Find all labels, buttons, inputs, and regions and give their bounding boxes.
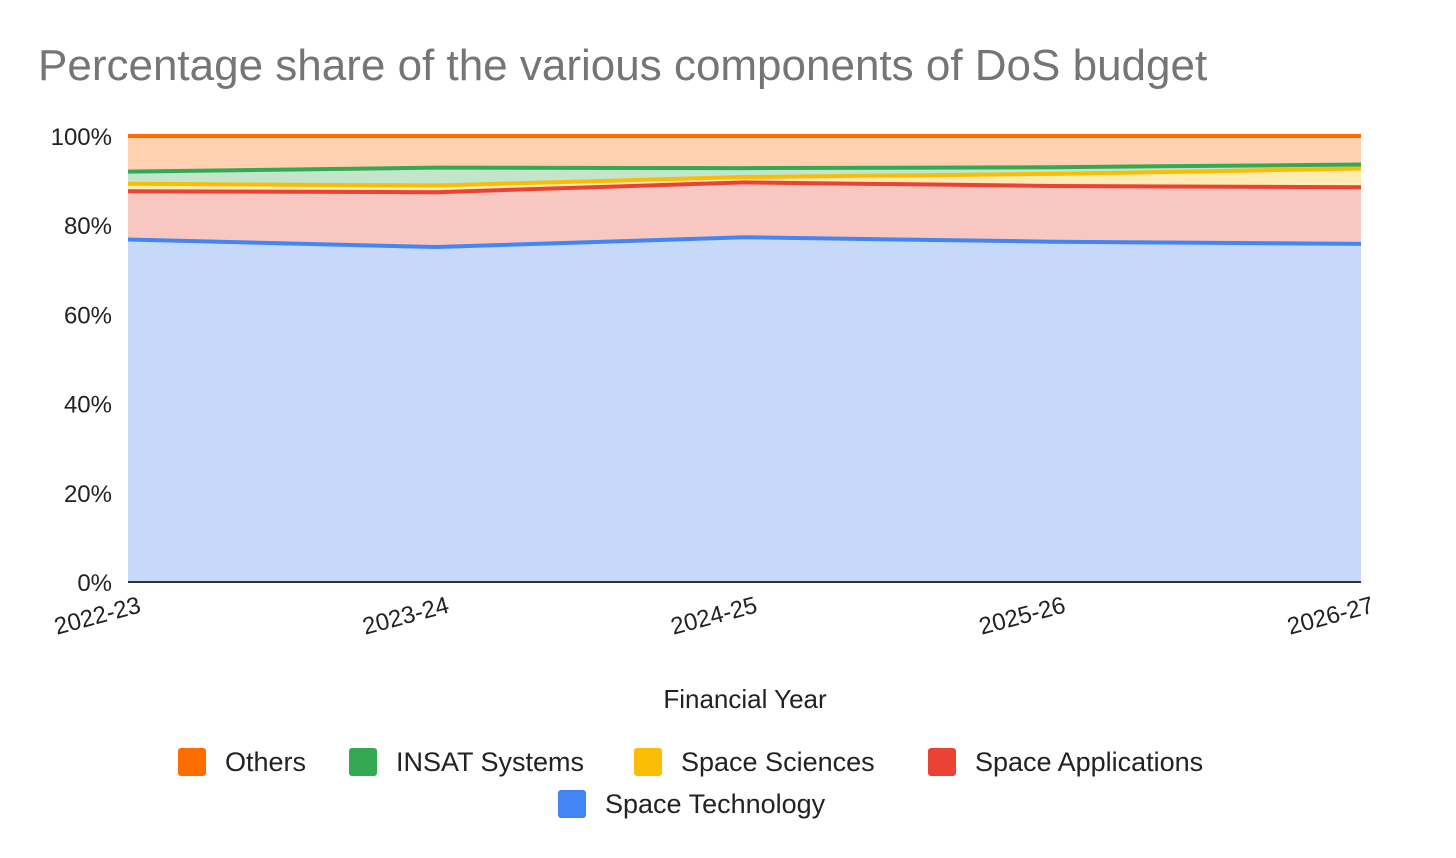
line-space-technology [127, 235, 1362, 250]
area-series [128, 136, 1361, 582]
y-tick-label: 20% [64, 481, 112, 508]
line-space-applications [127, 180, 1362, 195]
area-others [128, 136, 1361, 172]
area-insat-systems [128, 164, 1361, 186]
legend-label-others: Others [225, 747, 306, 777]
legend-label-space-applications: Space Applications [975, 747, 1203, 777]
area-space-applications [128, 182, 1361, 248]
x-axis-title: Financial Year [663, 684, 827, 714]
x-tick-label: 2022-23 [51, 592, 143, 641]
x-tick-label: 2025-26 [976, 592, 1068, 641]
chart-title: Percentage share of the various componen… [38, 41, 1207, 90]
legend-swatch-insat-systems [349, 748, 377, 776]
line-insat-systems [127, 162, 1362, 174]
legend-label-insat-systems: INSAT Systems [396, 747, 584, 777]
line-space-sciences [127, 166, 1362, 188]
y-tick-label: 60% [64, 302, 112, 329]
y-tick-label: 40% [64, 392, 112, 419]
legend-swatch-space-technology [558, 790, 586, 818]
legend-swatch-others [178, 748, 206, 776]
legend-label-space-technology: Space Technology [605, 789, 826, 819]
series-lines [127, 134, 1362, 250]
x-tick-label: 2024-25 [668, 592, 760, 641]
legend-swatch-space-applications [928, 748, 956, 776]
y-tick-label: 80% [64, 213, 112, 240]
legend-swatch-space-sciences [634, 748, 662, 776]
y-tick-label: 100% [51, 124, 112, 151]
legend-label-space-sciences: Space Sciences [681, 747, 875, 777]
area-space-technology [128, 237, 1361, 582]
y-tick-label: 0% [77, 570, 112, 597]
x-tick-label: 2026-27 [1284, 592, 1376, 641]
legend: Others INSAT Systems Space Sciences Space A… [178, 747, 1203, 819]
x-tick-label: 2023-24 [360, 592, 452, 641]
